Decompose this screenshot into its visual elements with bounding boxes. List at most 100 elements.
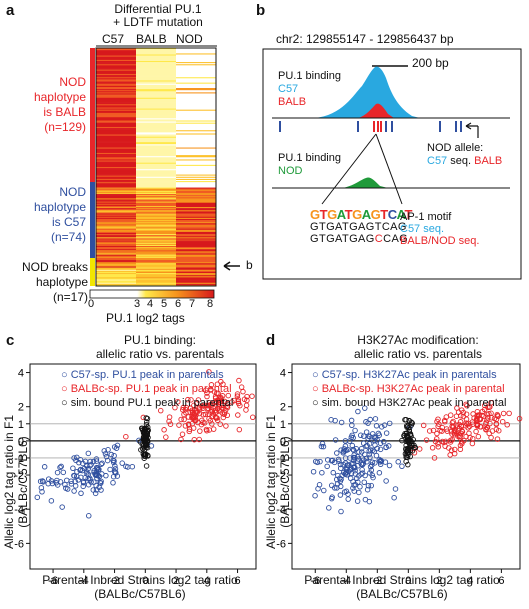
- heatmap-cell: [96, 125, 136, 128]
- legend-d-2: ○ BALBc-sp. H3K27Ac peak in parental: [312, 383, 505, 395]
- heatmap-cell: [136, 85, 176, 88]
- heatmap-cell: [176, 172, 216, 174]
- heatmap-cell: [176, 227, 216, 229]
- heatmap-cell: [176, 112, 216, 115]
- data-point: [467, 434, 473, 441]
- heatmap-cell: [136, 203, 176, 206]
- heatmap-cell: [96, 253, 136, 255]
- heatmap-cell: [96, 55, 136, 57]
- heatmap-cell: [136, 232, 176, 235]
- heatmap-cell: [176, 265, 216, 267]
- legend-d-3-text: sim. bound H3K27Ac peak in parental: [321, 397, 507, 409]
- heatmap-cell: [96, 268, 136, 271]
- heatmap-cell: [176, 53, 216, 55]
- data-point: [337, 492, 344, 498]
- data-point: [141, 442, 147, 448]
- heatmap-cell: [176, 164, 216, 167]
- heatmap-cell: [96, 204, 136, 207]
- legend-d-1-text: C57-sp. H3K27Ac peak in parentals: [321, 369, 497, 381]
- heatmap-cell: [136, 178, 176, 181]
- heatmap-cell: [96, 126, 136, 129]
- heatmap-cell: [96, 175, 136, 178]
- data-point: [198, 421, 205, 428]
- heatmap-cell: [96, 258, 136, 261]
- heatmap-cell: [176, 176, 216, 179]
- heatmap-cell: [136, 138, 176, 141]
- group-balb-line3: is BALB: [43, 105, 86, 119]
- heatmap-cell: [176, 116, 216, 118]
- heatmap-cell: [136, 171, 176, 173]
- heatmap-cell: [176, 222, 216, 224]
- heatmap-cell: [96, 164, 136, 167]
- y-tick-label: -1: [14, 453, 24, 465]
- heatmap-cell: [136, 134, 176, 136]
- data-point: [475, 433, 482, 440]
- heatmap-cell: [136, 60, 176, 63]
- region-label: chr2: 129855147 - 129856437 bp: [276, 32, 454, 46]
- data-point: [70, 465, 76, 472]
- heatmap-cell: [176, 251, 216, 253]
- heatmap-cell: [136, 223, 176, 225]
- data-point: [409, 442, 415, 449]
- data-point: [103, 472, 109, 479]
- motif-logo-letter: A: [396, 207, 405, 222]
- data-point: [93, 456, 100, 462]
- data-point: [516, 415, 523, 422]
- data-point: [319, 441, 326, 447]
- heatmap-cell: [176, 182, 216, 184]
- heatmap-cell: [176, 59, 216, 62]
- heatmap-cell: [96, 235, 136, 237]
- x-tick-label: 4: [467, 575, 473, 587]
- heatmap-cell: [136, 255, 176, 258]
- heatmap-cell: [96, 281, 136, 284]
- data-point: [119, 460, 125, 466]
- group-c57-line4: (n=74): [50, 230, 86, 244]
- group-c57-line3: is C57: [51, 215, 86, 229]
- heatmap-cell: [176, 279, 216, 281]
- heatmap-cell: [136, 133, 176, 135]
- heatmap-cell: [136, 126, 176, 129]
- data-point: [457, 446, 464, 453]
- zoom-line-right: [375, 133, 403, 205]
- heatmap-cell: [96, 113, 136, 116]
- data-point: [352, 427, 358, 434]
- heatmap-cell: [136, 158, 176, 160]
- heatmap-cell: [96, 99, 136, 102]
- data-point: [54, 477, 60, 484]
- heatmap-cell: [96, 48, 136, 50]
- heatmap-cell: [176, 220, 216, 222]
- data-point: [351, 457, 357, 464]
- heatmap-cell: [176, 156, 216, 158]
- heatmap-cell: [176, 84, 216, 87]
- motif-logo-letter: T: [344, 207, 353, 222]
- motif-logo-letter: G: [370, 207, 381, 222]
- heatmap-cell: [176, 60, 216, 63]
- heatmap-cell: [96, 215, 136, 218]
- data-point: [482, 402, 488, 409]
- data-point: [316, 482, 323, 488]
- heatmap-cell: [96, 120, 136, 122]
- motif-seq2-post: CAG: [383, 233, 409, 245]
- heatmap-cell: [136, 67, 176, 69]
- heatmap-cell: [176, 49, 216, 51]
- heatmap-cell: [96, 156, 136, 158]
- data-point: [192, 414, 198, 421]
- heatmap-cell: [96, 163, 136, 166]
- heatmap-cell: [96, 174, 136, 176]
- heatmap-cell: [176, 56, 216, 59]
- data-point: [452, 431, 458, 438]
- heatmap-cell: [96, 192, 136, 195]
- heatmap-cell: [96, 90, 136, 92]
- heatmap-cell: [176, 175, 216, 178]
- y-tick-label: -2: [276, 470, 286, 482]
- data-point: [221, 398, 228, 405]
- data-point: [347, 475, 354, 482]
- heatmap-cell: [176, 248, 216, 250]
- heatmap-cell: [136, 76, 176, 78]
- heatmap-cell: [176, 244, 216, 247]
- data-point: [209, 421, 215, 427]
- heatmap-cell: [176, 159, 216, 161]
- data-point: [222, 409, 228, 416]
- heatmap-cell: [96, 172, 136, 174]
- panel-d-xlabel-line2: (BALBc/C57BL6): [356, 587, 448, 601]
